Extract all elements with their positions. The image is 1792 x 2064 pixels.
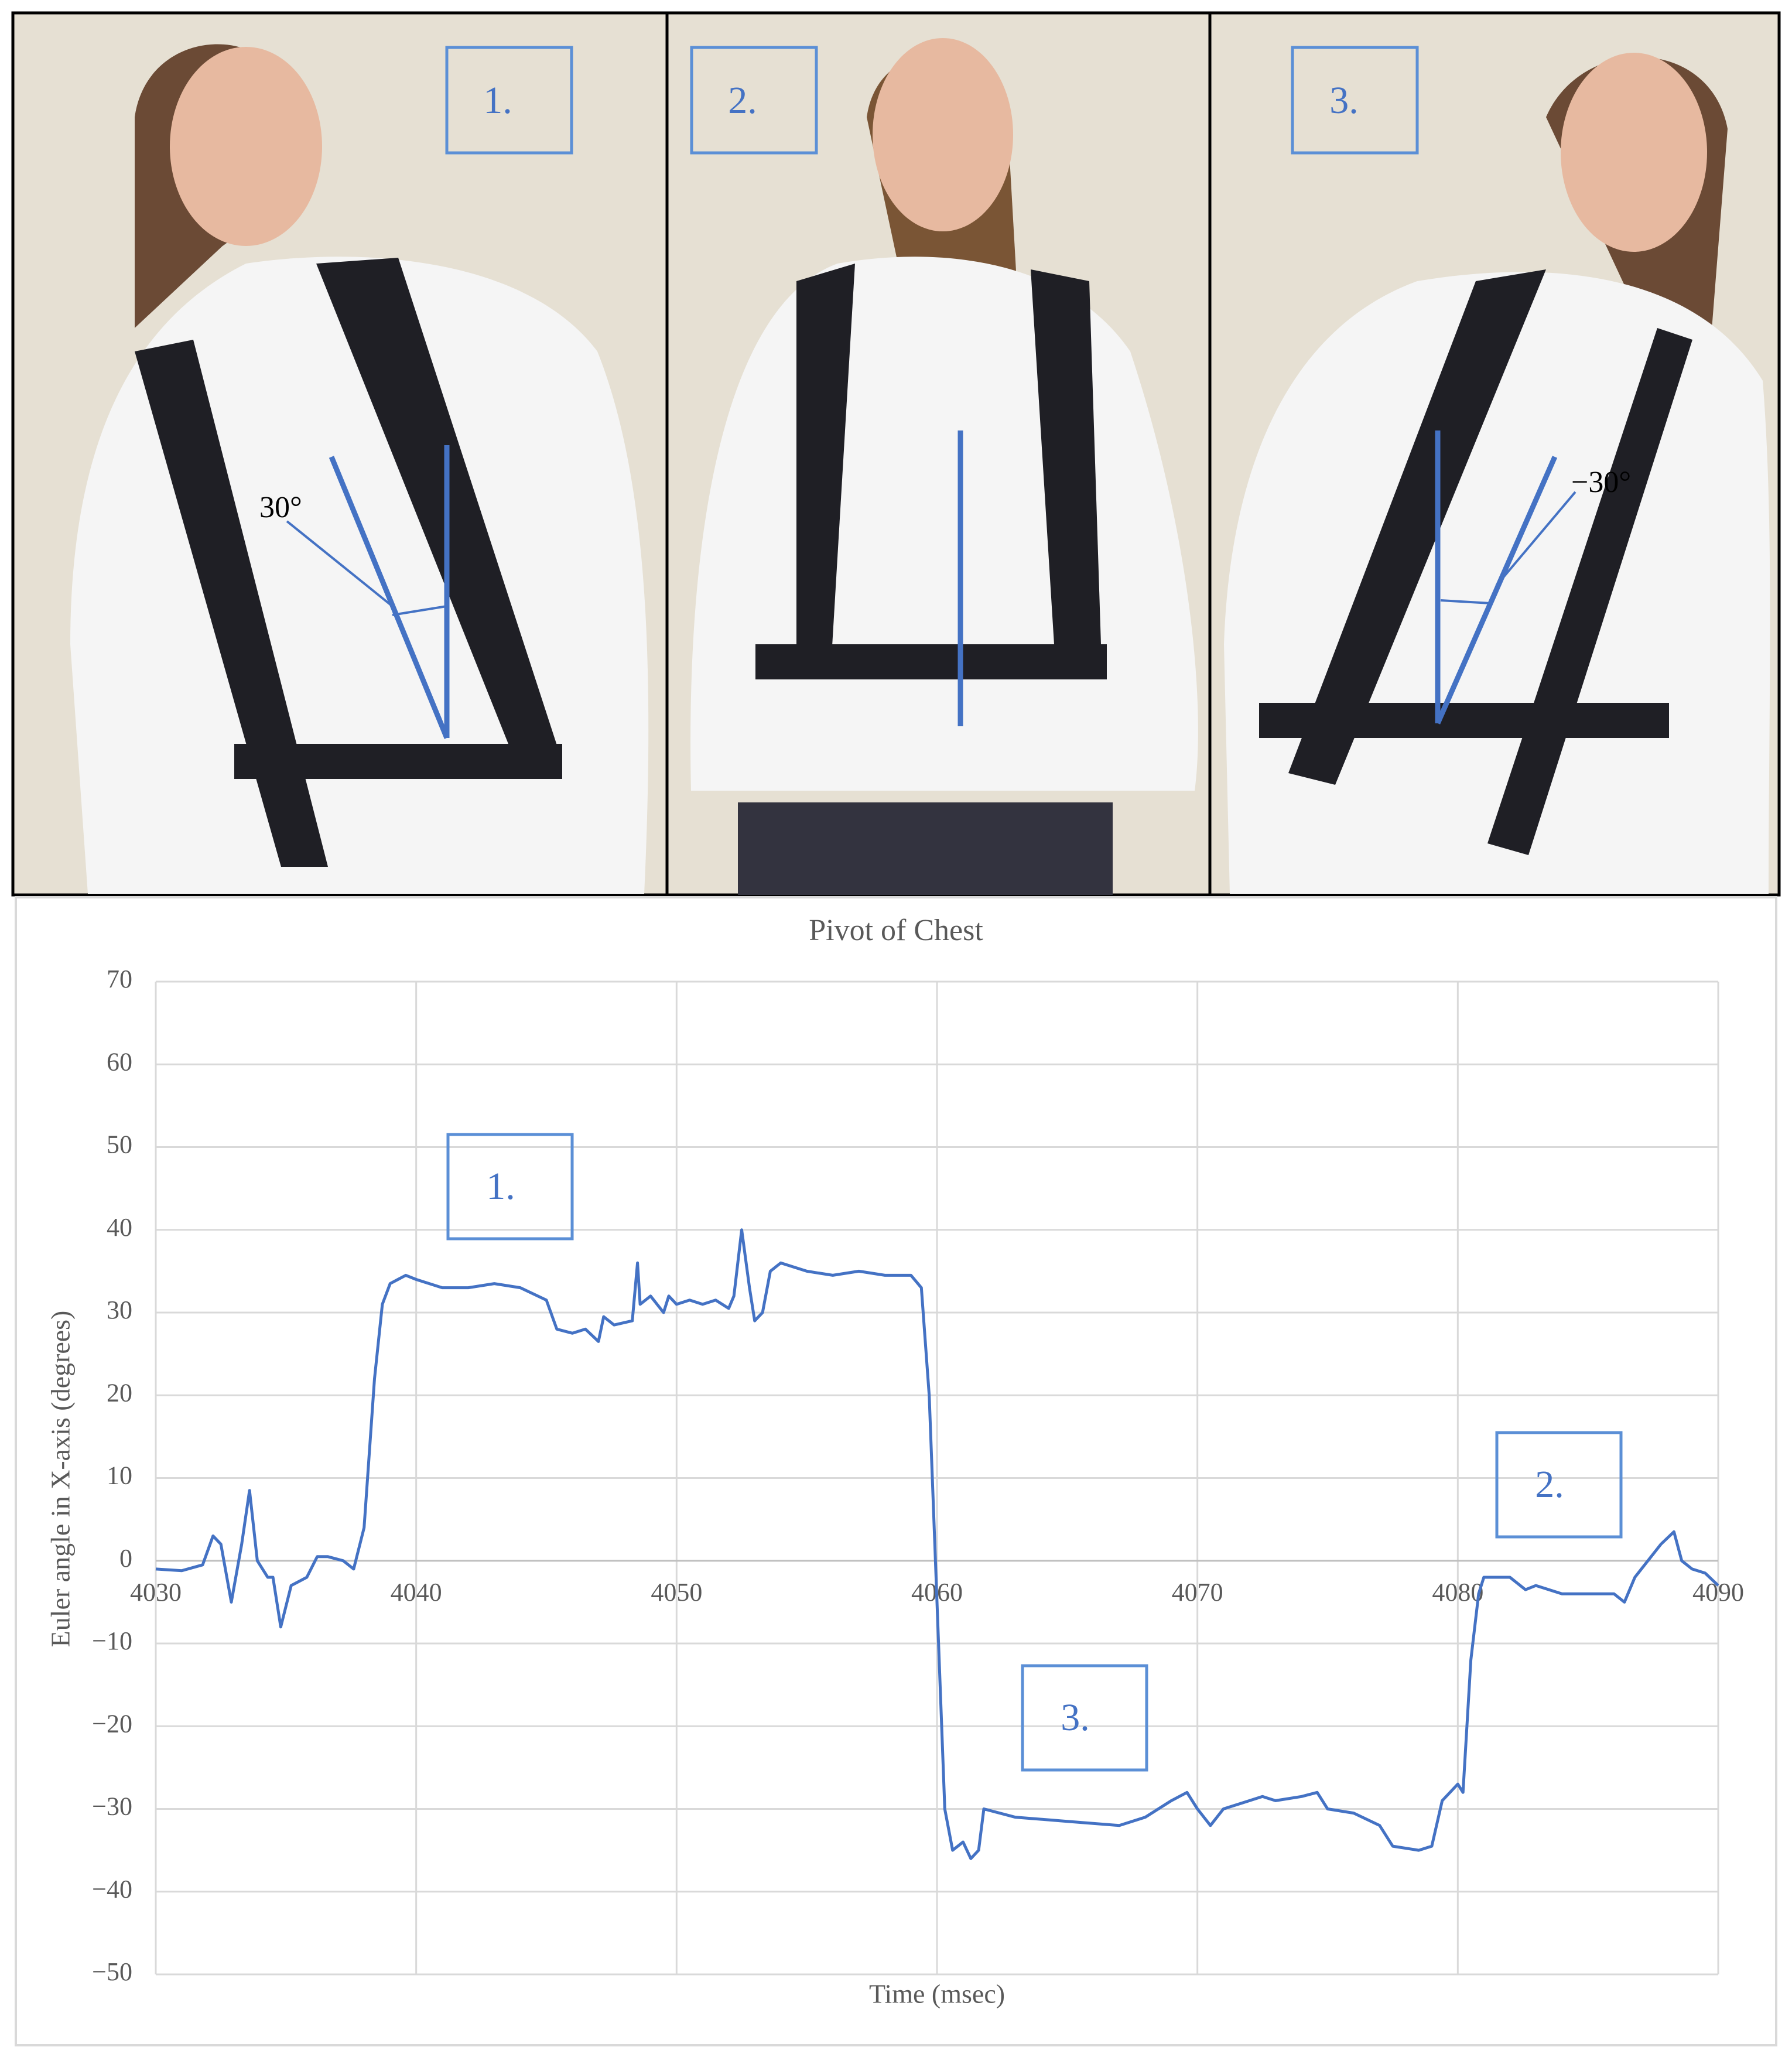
annotation-box — [446, 1133, 574, 1241]
annotation: 2. — [1535, 1463, 1564, 1506]
chart-frame — [15, 896, 1777, 2046]
y-tick-label: 0 — [119, 1544, 132, 1573]
y-tick-label: −50 — [92, 1957, 132, 1986]
y-tick-label: 40 — [107, 1213, 132, 1242]
angle-label: −30° — [1571, 466, 1631, 499]
chart-title: Pivot of Chest — [809, 914, 983, 947]
annotation: 3. — [1061, 1696, 1090, 1739]
y-tick-label: 30 — [107, 1296, 132, 1324]
label-box — [690, 46, 818, 155]
y-tick-label: −20 — [92, 1709, 132, 1738]
y-tick-label: 60 — [107, 1047, 132, 1076]
photo-label: 1. — [483, 79, 512, 122]
photo-label: 3. — [1329, 79, 1359, 122]
y-tick-label: −10 — [92, 1626, 132, 1655]
x-tick-label: 4090 — [1692, 1578, 1744, 1607]
label-box — [1291, 46, 1419, 155]
x-axis-label: Time (msec) — [869, 1979, 1005, 2009]
y-tick-label: 70 — [107, 965, 132, 993]
x-tick-label: 4070 — [1172, 1578, 1223, 1607]
label-box — [445, 46, 573, 155]
y-axis-label: Euler angle in X-axis (degrees) — [46, 1311, 76, 1648]
person-figure — [690, 38, 1198, 895]
y-tick-label: 10 — [107, 1461, 132, 1490]
x-tick-label: 4030 — [130, 1578, 182, 1607]
data-line — [155, 1228, 1719, 1860]
y-tick-label: 50 — [107, 1130, 132, 1159]
photo-panel: 1. 2. 3. 30° −30° — [11, 11, 1781, 897]
photo-label: 2. — [728, 79, 757, 122]
x-tick-label: 4080 — [1432, 1578, 1483, 1607]
annotation-box — [1021, 1664, 1148, 1772]
y-tick-label: 20 — [107, 1378, 132, 1407]
y-tick-label: −30 — [92, 1792, 132, 1821]
annotation-box — [1495, 1431, 1623, 1539]
person-figure — [1224, 53, 1770, 894]
annotation: 1. — [486, 1165, 515, 1208]
person-figure — [70, 44, 649, 894]
x-tick-label: 4040 — [391, 1578, 442, 1607]
angle-label: 30° — [259, 491, 302, 524]
x-tick-label: 4050 — [651, 1578, 702, 1607]
y-tick-label: −40 — [92, 1875, 132, 1904]
